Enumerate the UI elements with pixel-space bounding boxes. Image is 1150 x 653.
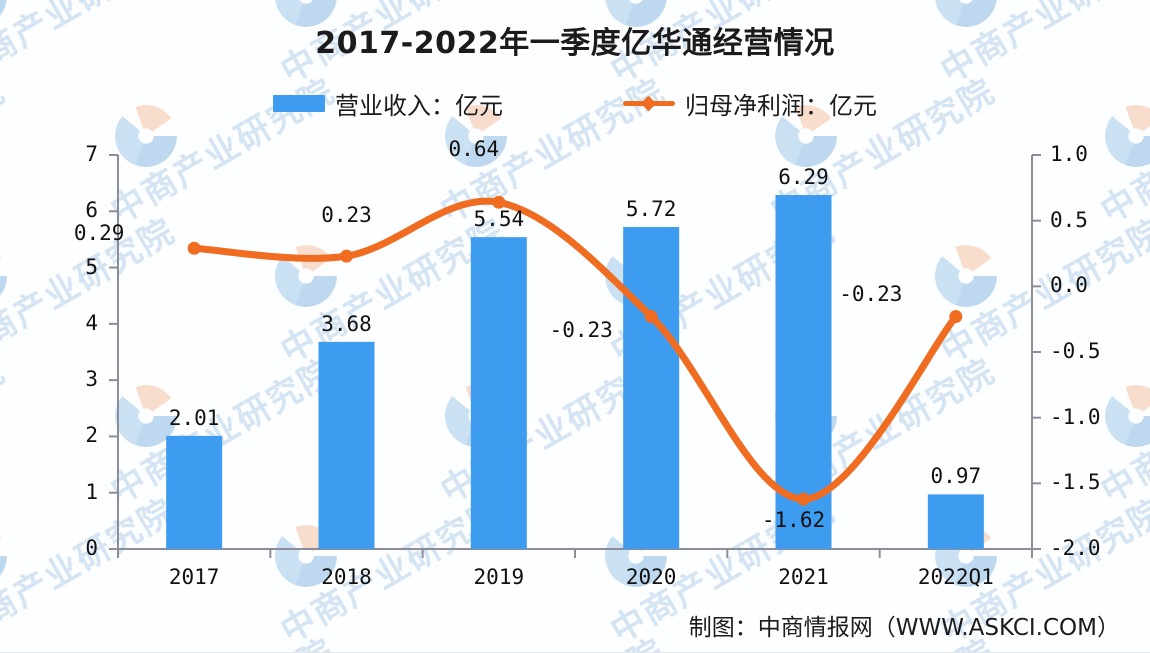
line-value-label-2018: 0.23 (321, 203, 372, 228)
bar-2022Q1 (927, 494, 984, 549)
line-series-group (187, 195, 963, 506)
right-axis-tick--1.5: -1.5 (1050, 470, 1101, 495)
line-point-2018 (340, 249, 353, 263)
bar-value-label-2021: 6.29 (778, 164, 829, 189)
bar-2019 (470, 237, 527, 550)
x-axis-label-2022Q1: 2022Q1 (917, 565, 994, 589)
legend-bar-swatch-icon (273, 95, 325, 112)
right-axis-tick-0.0: 0.0 (1050, 273, 1088, 298)
left-axis-tick-3: 3 (85, 367, 98, 392)
bar-value-label-2018: 3.68 (321, 311, 372, 336)
right-axis-tick-1.0: 1.0 (1050, 142, 1088, 166)
bar-2018 (318, 341, 375, 549)
line-point-2017 (187, 241, 201, 255)
left-axis-tick-4: 4 (85, 310, 98, 335)
bar-value-label-2017: 2.01 (168, 405, 220, 430)
left-axis-tick-0: 0 (85, 536, 98, 560)
axes-group (109, 154, 1041, 558)
right-axis-tick--1.0: -1.0 (1050, 404, 1101, 429)
bar-2020 (623, 227, 680, 549)
net-profit-line (190, 197, 960, 503)
line-value-label-2020: -0.23 (549, 317, 613, 342)
line-point-2020 (644, 310, 658, 324)
left-axis-tick-2: 2 (85, 423, 98, 448)
line-value-label-2019: 0.64 (448, 137, 500, 162)
x-axis-label-2019: 2019 (473, 565, 525, 589)
line-value-label-2021: -1.62 (761, 508, 826, 533)
left-axis-tick-7: 7 (85, 142, 98, 166)
x-axis-label-2021: 2021 (778, 565, 829, 589)
left-axis-tick-5: 5 (85, 254, 98, 279)
line-point-2019 (492, 195, 506, 209)
bar-2017 (166, 435, 223, 549)
line-point-2021 (797, 492, 810, 506)
footer-source-note: 制图：中商情报网（WWW.ASKCI.COM） (688, 615, 1120, 641)
right-axis-tick--0.5: -0.5 (1050, 339, 1101, 363)
bar-value-label-2019: 5.54 (473, 207, 525, 232)
x-axis-label-2020: 2020 (625, 565, 677, 589)
bar-value-label-2022Q1: 0.97 (930, 464, 982, 489)
legend-line-swatch-icon (623, 95, 675, 112)
chart-title: 2017-2022年一季度亿华通经营情况 (315, 26, 835, 61)
right-axis-tick-0.5: 0.5 (1050, 207, 1088, 232)
line-point-2022Q1 (949, 310, 963, 324)
x-axis-label-2018: 2018 (321, 565, 372, 589)
right-axis-tick--2.0: -2.0 (1050, 536, 1101, 560)
line-value-label-2017: 0.29 (73, 221, 125, 246)
left-axis-tick-1: 1 (85, 479, 98, 504)
bar-value-label-2020: 5.72 (625, 197, 677, 222)
line-value-label-2022Q1: -0.23 (839, 281, 903, 306)
left-axis-tick-6: 6 (85, 198, 98, 223)
x-axis-label-2017: 2017 (168, 565, 220, 589)
